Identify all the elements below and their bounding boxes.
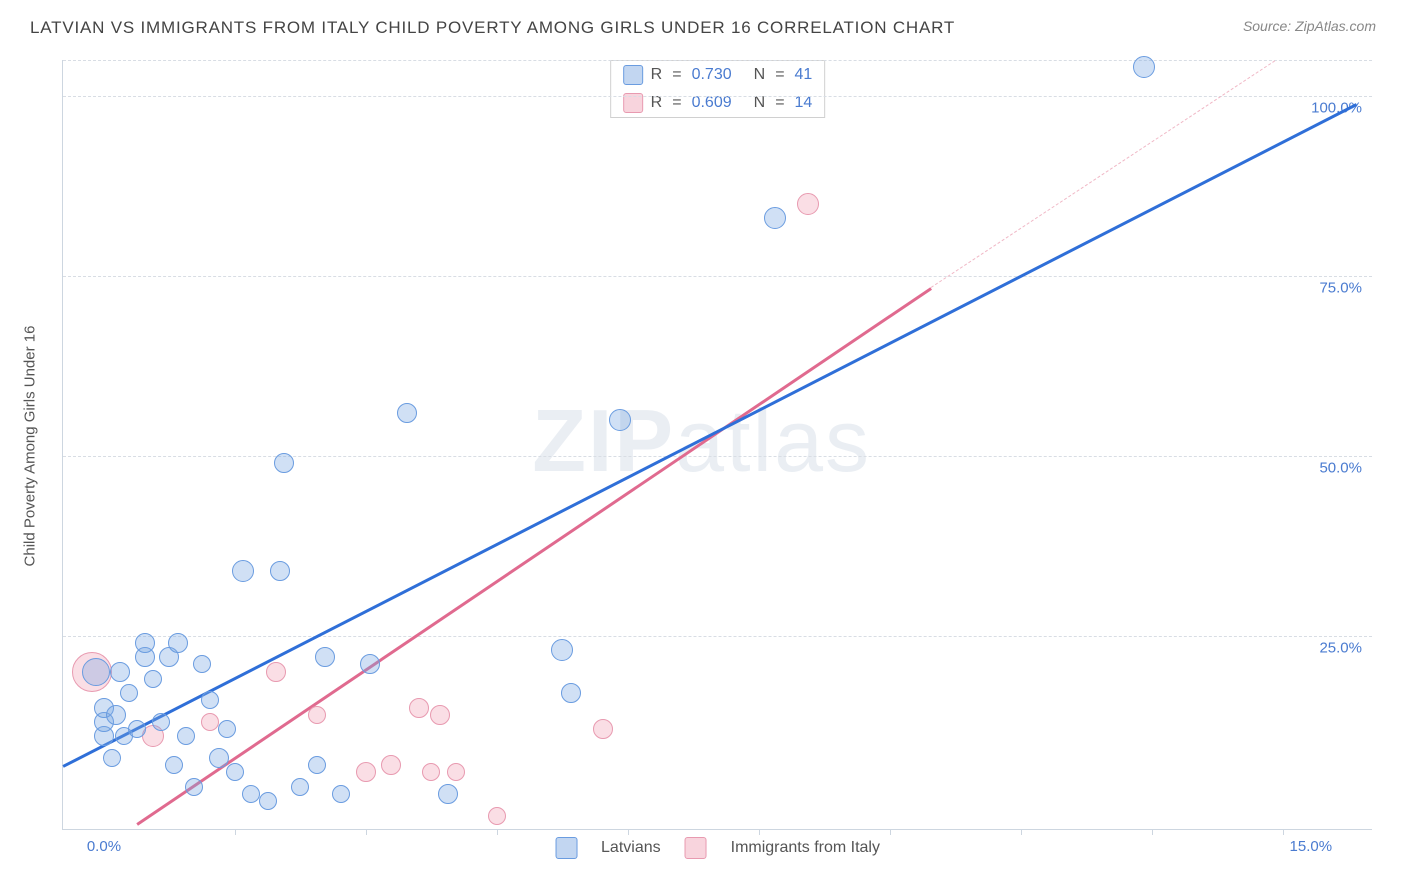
- data-point: [360, 654, 380, 674]
- data-point: [274, 453, 294, 473]
- data-point: [135, 633, 155, 653]
- data-point: [764, 207, 786, 229]
- legend-label-1: Immigrants from Italy: [731, 839, 880, 857]
- x-tick-mark: [366, 829, 367, 835]
- data-point: [201, 691, 219, 709]
- data-point: [593, 719, 613, 739]
- source-prefix: Source:: [1243, 18, 1295, 34]
- data-point: [226, 763, 244, 781]
- gridline: [63, 636, 1372, 637]
- data-point: [430, 705, 450, 725]
- data-point: [438, 784, 458, 804]
- data-point: [128, 720, 146, 738]
- gridline: [63, 96, 1372, 97]
- data-point: [120, 684, 138, 702]
- data-point: [103, 749, 121, 767]
- gridline: [63, 60, 1372, 61]
- data-point: [609, 409, 631, 431]
- regression-line: [62, 103, 1357, 767]
- gridline: [63, 456, 1372, 457]
- y-tick-label: 25.0%: [1319, 639, 1362, 656]
- data-point: [332, 785, 350, 803]
- data-point: [551, 639, 573, 661]
- data-point: [177, 727, 195, 745]
- data-point: [106, 705, 126, 725]
- x-tick-label: 0.0%: [87, 838, 121, 855]
- data-point: [82, 658, 110, 686]
- legend-swatch-pink: [685, 837, 707, 859]
- source-attribution: Source: ZipAtlas.com: [1243, 18, 1376, 34]
- data-point: [488, 807, 506, 825]
- data-point: [193, 655, 211, 673]
- eq-sign: =: [672, 66, 681, 84]
- x-tick-mark: [759, 829, 760, 835]
- data-point: [356, 762, 376, 782]
- data-point: [422, 763, 440, 781]
- data-point: [185, 778, 203, 796]
- data-point: [165, 756, 183, 774]
- data-point: [315, 647, 335, 667]
- chart-header: LATVIAN VS IMMIGRANTS FROM ITALY CHILD P…: [0, 0, 1406, 48]
- scatter-plot-area: ZIPatlas R = 0.730 N = 41 R = 0.609 N = …: [62, 60, 1372, 830]
- data-point: [144, 670, 162, 688]
- data-point: [291, 778, 309, 796]
- data-point: [308, 756, 326, 774]
- x-tick-mark: [1021, 829, 1022, 835]
- data-point: [1133, 56, 1155, 78]
- data-point: [561, 683, 581, 703]
- series-legend: Latvians Immigrants from Italy: [555, 837, 880, 859]
- chart-title: LATVIAN VS IMMIGRANTS FROM ITALY CHILD P…: [30, 18, 955, 38]
- x-tick-mark: [628, 829, 629, 835]
- correlation-legend-row-1: R = 0.609 N = 14: [611, 89, 825, 117]
- y-axis-label: Child Poverty Among Girls Under 16: [22, 326, 39, 567]
- correlation-legend-row-0: R = 0.730 N = 41: [611, 61, 825, 89]
- legend-label-0: Latvians: [601, 839, 661, 857]
- legend-swatch-blue: [555, 837, 577, 859]
- gridline: [63, 276, 1372, 277]
- y-tick-label: 50.0%: [1319, 459, 1362, 476]
- r-value-0: 0.730: [692, 66, 732, 84]
- data-point: [381, 755, 401, 775]
- eq-sign: =: [775, 66, 784, 84]
- r-label: R: [651, 66, 663, 84]
- data-point: [270, 561, 290, 581]
- regression-line: [931, 60, 1275, 288]
- data-point: [242, 785, 260, 803]
- data-point: [397, 403, 417, 423]
- data-point: [797, 193, 819, 215]
- data-point: [259, 792, 277, 810]
- data-point: [447, 763, 465, 781]
- data-point: [110, 662, 130, 682]
- y-tick-label: 75.0%: [1319, 279, 1362, 296]
- x-tick-mark: [497, 829, 498, 835]
- source-name: ZipAtlas.com: [1295, 18, 1376, 34]
- data-point: [308, 706, 326, 724]
- legend-swatch-blue: [623, 65, 643, 85]
- n-value-0: 41: [795, 66, 813, 84]
- x-tick-label: 15.0%: [1290, 838, 1333, 855]
- data-point: [232, 560, 254, 582]
- correlation-legend: R = 0.730 N = 41 R = 0.609 N = 14: [610, 60, 826, 118]
- regression-line: [136, 287, 932, 825]
- x-tick-mark: [1152, 829, 1153, 835]
- data-point: [152, 713, 170, 731]
- data-point: [218, 720, 236, 738]
- data-point: [168, 633, 188, 653]
- data-point: [209, 748, 229, 768]
- data-point: [266, 662, 286, 682]
- x-tick-mark: [1283, 829, 1284, 835]
- x-tick-mark: [235, 829, 236, 835]
- data-point: [409, 698, 429, 718]
- n-label: N: [754, 66, 766, 84]
- data-point: [201, 713, 219, 731]
- x-tick-mark: [890, 829, 891, 835]
